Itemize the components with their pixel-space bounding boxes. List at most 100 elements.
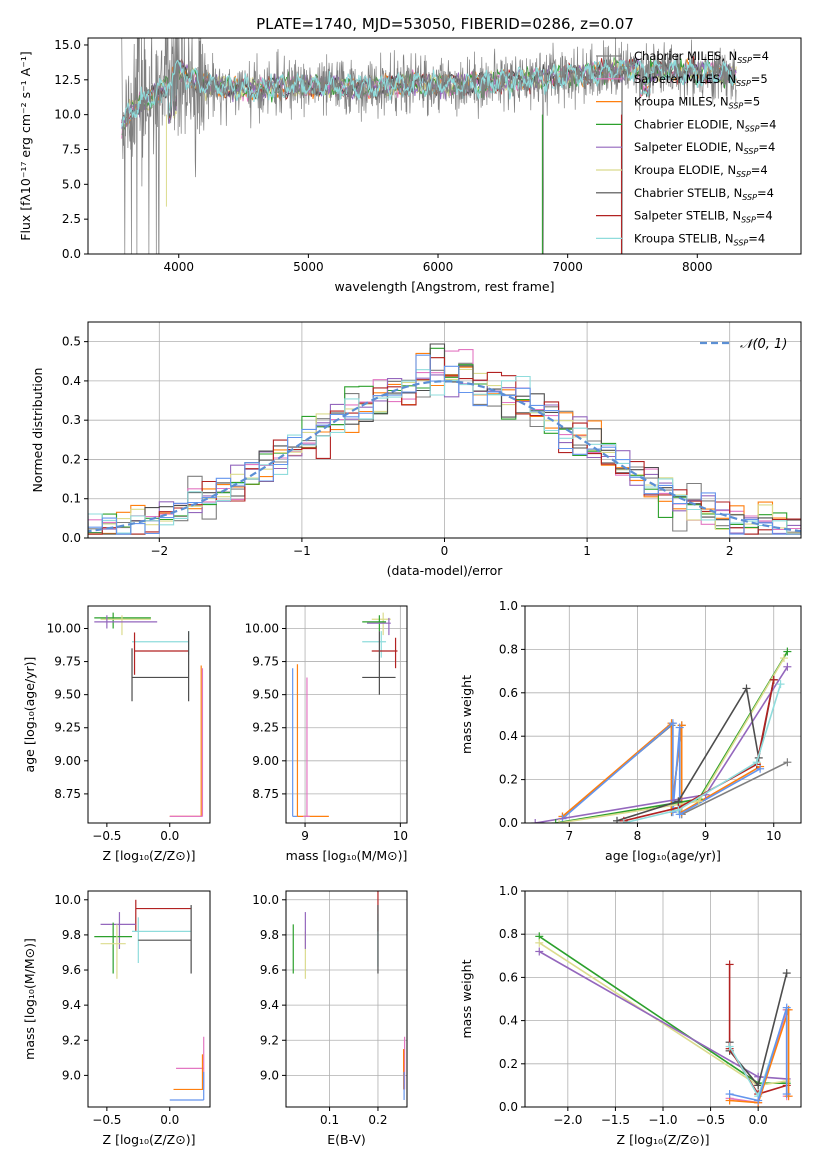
histogram-series xyxy=(88,369,801,535)
chart-spectrum: 4000 5000 6000 7000 8000 0.0 2.5 5.0 7.5 10.0 12.5… xyxy=(18,37,802,294)
error-bar xyxy=(371,612,391,636)
legend: 𝒩(0, 1) xyxy=(700,337,787,352)
y-tick-label: 0.4 xyxy=(499,1014,518,1028)
figure-title: PLATE=1740, MJD=53050, FIBERID=0286, z=0… xyxy=(256,15,634,33)
y-tick-label: 7.5 xyxy=(62,142,81,156)
error-bar xyxy=(296,664,329,817)
y-tick-label: 9.2 xyxy=(62,1033,81,1047)
y-tick-label: 9.4 xyxy=(260,998,279,1012)
y-tick-label: 0.0 xyxy=(62,531,81,545)
weight-point xyxy=(725,1090,734,1099)
y-tick-label: 0.0 xyxy=(62,247,81,261)
y-tick-label: 0.0 xyxy=(499,1100,518,1114)
x-tick-label: 4000 xyxy=(163,260,194,274)
error-bar xyxy=(100,912,136,949)
weight-point xyxy=(782,1003,791,1012)
weight-series-line xyxy=(623,683,782,823)
histogram-series xyxy=(88,354,801,535)
y-tick-label: 0.2 xyxy=(499,1057,518,1071)
error-bar xyxy=(292,668,298,817)
weight-series-line xyxy=(729,1007,788,1102)
error-bar xyxy=(135,899,192,932)
error-bar xyxy=(133,632,189,675)
weight-series-line xyxy=(535,666,789,823)
plot-area xyxy=(94,612,204,817)
y-tick-label: 9.25 xyxy=(252,721,279,735)
error-bar xyxy=(169,1071,205,1101)
x-tick-label: 2 xyxy=(726,544,734,558)
weight-point xyxy=(535,938,544,947)
grid xyxy=(525,890,801,1108)
weight-point xyxy=(754,1096,763,1105)
x-tick-label: 10 xyxy=(393,829,408,843)
x-axis-label: wavelength [Angstrom, rest frame] xyxy=(334,279,554,294)
error-bar xyxy=(94,612,151,629)
x-axis-label: mass [log₁₀(M/M⊙)] xyxy=(286,848,408,863)
axes-frame xyxy=(87,605,211,824)
plot-area xyxy=(292,891,406,1100)
error-bar xyxy=(131,631,190,702)
weight-point xyxy=(752,758,761,767)
error-bar xyxy=(100,924,126,979)
x-axis-label: (data-model)/error xyxy=(387,563,504,578)
x-tick-label: 0.2 xyxy=(368,1113,387,1127)
error-bar xyxy=(138,905,192,974)
axes-frame xyxy=(524,605,802,824)
y-tick-label: 5.0 xyxy=(62,177,81,191)
x-tick-label: −1 xyxy=(293,544,311,558)
chart-residuals: −2 −1 0 1 2 0.0 0.1 0.2 0.3 0.4 0.5 (data-model)/er… xyxy=(30,321,802,578)
grid xyxy=(286,606,407,823)
y-axis-label: mass weight xyxy=(459,959,474,1038)
y-tick-label: 0.5 xyxy=(62,335,81,349)
weight-point xyxy=(783,662,792,671)
legend-entry: Chabrier STELIB, NSSP=4 xyxy=(634,186,774,202)
x-tick-label: 10 xyxy=(766,829,781,843)
weight-point xyxy=(754,1081,763,1090)
y-tick-label: 9.00 xyxy=(54,754,81,768)
weight-point xyxy=(551,819,560,823)
x-tick-label: 9 xyxy=(301,829,309,843)
y-tick-label: 9.0 xyxy=(260,1068,279,1082)
x-tick-label: 5000 xyxy=(293,260,324,274)
x-tick-label: 1 xyxy=(583,544,591,558)
y-tick-label: 10.00 xyxy=(245,621,279,635)
weight-point xyxy=(674,805,683,814)
chart-weight_vs_Z: −2.0 −1.5 −1.0 −0.5 0.0 0.0 0.2 0.4 0.6 0.8 1.0 Z [… xyxy=(459,884,802,1147)
weight-point xyxy=(783,758,792,767)
y-tick-label: 9.6 xyxy=(62,963,81,977)
weight-point xyxy=(619,819,628,823)
weight-series-line xyxy=(561,721,761,820)
error-bar xyxy=(169,665,202,817)
x-tick-label: 0.0 xyxy=(160,1113,179,1127)
x-tick-label: −0.5 xyxy=(92,1113,121,1127)
plot-area xyxy=(535,932,793,1107)
y-tick-label: 12.5 xyxy=(54,73,81,87)
x-tick-label: 9 xyxy=(702,829,710,843)
error-bar xyxy=(362,631,387,658)
chart-weight_vs_age: 7 8 9 10 0.0 0.2 0.4 0.6 0.8 1.0 age [log₁₀(age/yr… xyxy=(459,599,802,863)
legend-entry: 𝒩(0, 1) xyxy=(740,337,787,352)
x-tick-label: 8 xyxy=(634,829,642,843)
axes-frame xyxy=(285,890,408,1108)
axes-frame xyxy=(87,37,802,255)
error-bar xyxy=(169,668,204,817)
y-tick-label: 2.5 xyxy=(62,212,81,226)
plot-area xyxy=(531,647,792,823)
spectrum-model-line xyxy=(121,59,737,128)
y-tick-label: 0.1 xyxy=(62,492,81,506)
x-tick-label: 6000 xyxy=(423,260,454,274)
legend-entry: Chabrier MILES, NSSP=4 xyxy=(634,49,769,65)
plot-area xyxy=(88,343,801,535)
y-tick-label: 9.50 xyxy=(252,688,279,702)
legend-entry: Kroupa ELODIE, NSSP=4 xyxy=(634,163,768,179)
x-axis-label: Z [log₁₀(Z/Z⊙)] xyxy=(103,848,196,863)
weight-point xyxy=(783,647,792,656)
y-axis-label: mass weight xyxy=(459,675,474,754)
weight-point xyxy=(555,819,564,823)
weight-point xyxy=(769,675,778,684)
y-tick-label: 9.2 xyxy=(260,1033,279,1047)
y-tick-label: 9.25 xyxy=(54,721,81,735)
weight-point xyxy=(535,947,544,956)
weight-point xyxy=(742,684,751,693)
